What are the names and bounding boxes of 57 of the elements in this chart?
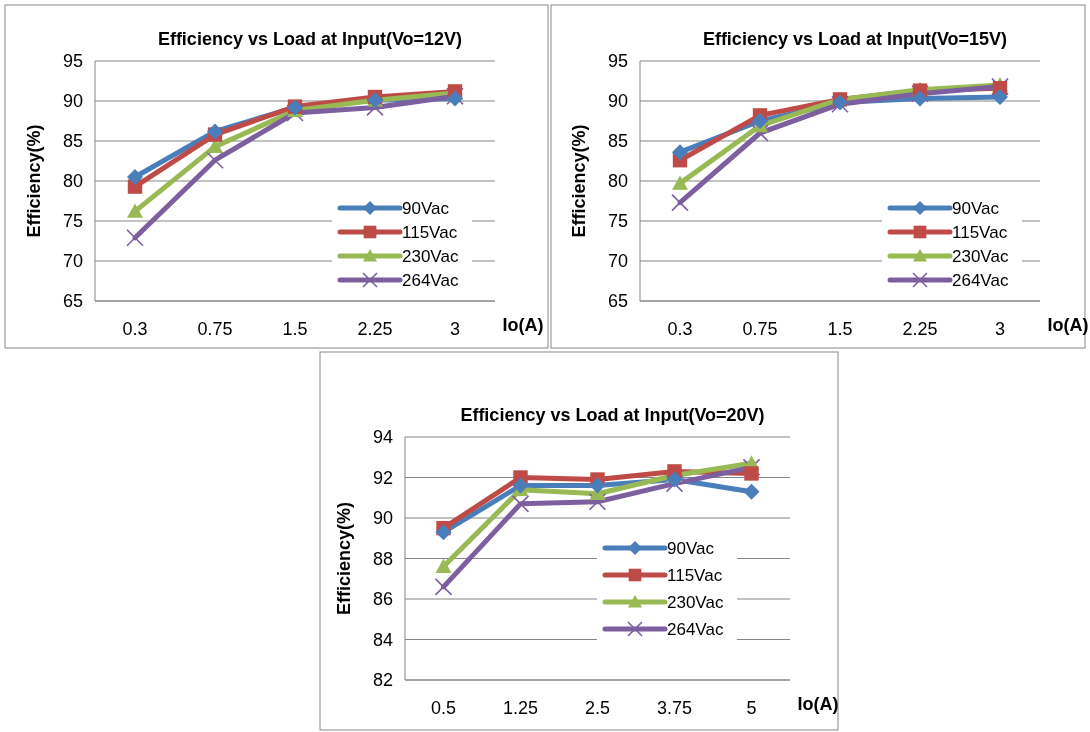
x-tick-label: 1.5 <box>282 319 308 339</box>
y-tick-label: 70 <box>607 251 628 272</box>
x-axis-title: Io(A) <box>502 315 544 335</box>
y-tick-label: 84 <box>372 629 393 650</box>
y-tick-label: 92 <box>372 467 393 488</box>
y-tick-label: 70 <box>62 251 83 272</box>
y-tick-label: 82 <box>372 670 393 691</box>
y-axis-title: Efficiency(%) <box>569 124 589 238</box>
y-tick-label: 94 <box>372 427 393 448</box>
legend-label: 264Vac <box>667 619 724 639</box>
x-tick-label: 3 <box>449 319 461 339</box>
y-tick-label: 75 <box>62 211 83 232</box>
x-tick-label: 2.25 <box>902 319 938 339</box>
x-tick-label: 2.25 <box>357 319 393 339</box>
x-tick-label: 1.5 <box>827 319 853 339</box>
legend-label: 264Vac <box>402 270 459 290</box>
y-tick-label: 80 <box>607 171 628 192</box>
x-tick-label: 0.75 <box>197 319 233 339</box>
y-tick-label: 86 <box>372 589 393 610</box>
x-axis-title: Io(A) <box>797 694 839 714</box>
chart-title: Efficiency vs Load at Input(Vo=12V) <box>157 29 463 49</box>
y-axis-title: Efficiency(%) <box>24 124 44 238</box>
y-tick-label: 80 <box>62 171 83 192</box>
y-axis-title: Efficiency(%) <box>334 501 354 616</box>
legend-label: 264Vac <box>952 270 1009 290</box>
legend-label: 90Vac <box>667 538 715 558</box>
x-tick-label: 0.5 <box>430 698 457 718</box>
legend-label: 230Vac <box>952 246 1009 266</box>
x-tick-label: 0.3 <box>667 319 693 339</box>
legend-label: 115Vac <box>402 222 458 242</box>
legend-label: 230Vac <box>667 592 724 612</box>
y-tick-label: 85 <box>607 131 628 152</box>
y-tick-label: 65 <box>62 291 83 312</box>
y-tick-label: 90 <box>372 508 393 529</box>
y-tick-label: 90 <box>62 91 83 112</box>
y-tick-label: 90 <box>607 91 628 112</box>
y-tick-label: 95 <box>62 51 83 72</box>
x-tick-label: 1.25 <box>502 698 539 718</box>
y-tick-label: 75 <box>607 211 628 232</box>
x-tick-label: 0.75 <box>742 319 778 339</box>
legend-label: 90Vac <box>952 198 1000 218</box>
y-tick-label: 65 <box>607 291 628 312</box>
x-tick-label: 0.3 <box>122 319 148 339</box>
legend-label: 115Vac <box>952 222 1008 242</box>
chart-title: Efficiency vs Load at Input(Vo=15V) <box>702 29 1008 49</box>
legend-label: 230Vac <box>402 246 459 266</box>
legend-label: 115Vac <box>667 565 723 585</box>
legend-label: 90Vac <box>402 198 450 218</box>
y-tick-label: 88 <box>372 548 393 569</box>
x-tick-label: 3 <box>994 319 1006 339</box>
chart-title: Efficiency vs Load at Input(Vo=20V) <box>460 405 765 425</box>
x-tick-label: 5 <box>746 698 757 718</box>
x-axis-title: Io(A) <box>1047 315 1089 335</box>
x-tick-label: 3.75 <box>656 698 693 718</box>
x-tick-label: 2.5 <box>584 698 611 718</box>
y-tick-label: 95 <box>607 51 628 72</box>
y-tick-label: 85 <box>62 131 83 152</box>
